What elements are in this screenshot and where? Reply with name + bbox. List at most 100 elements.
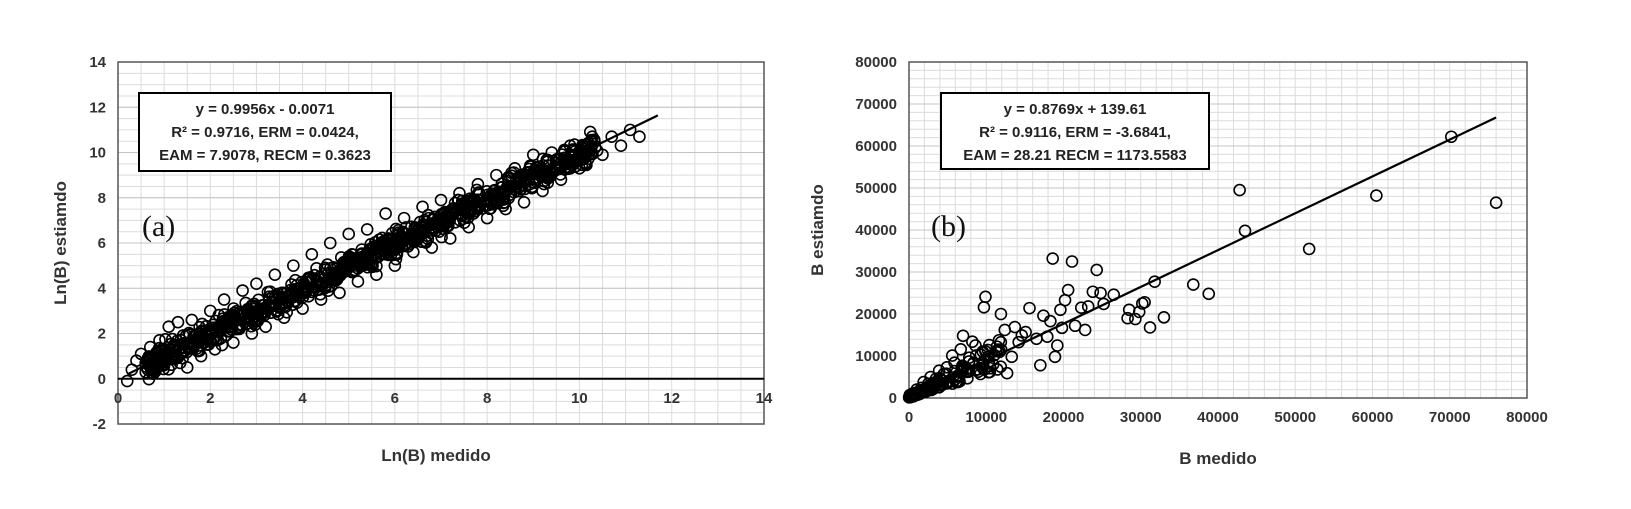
data-point xyxy=(1051,339,1064,352)
data-point xyxy=(1005,350,1019,364)
data-point xyxy=(1074,301,1088,315)
data-point xyxy=(171,315,185,329)
data-point-cloud xyxy=(992,333,1006,347)
data-point-cloud xyxy=(927,380,940,393)
data-point-cloud xyxy=(166,332,179,346)
data-point xyxy=(342,227,356,241)
data-point xyxy=(614,139,628,153)
x-tick-label: 0 xyxy=(905,409,913,426)
data-point xyxy=(305,248,319,261)
data-point-cloud xyxy=(553,157,566,171)
data-point xyxy=(969,339,982,352)
y-tick-label: 10 xyxy=(89,145,106,162)
y-tick-label: 14 xyxy=(89,54,106,71)
data-point xyxy=(1086,285,1100,299)
data-point-cloud xyxy=(536,152,550,166)
data-point xyxy=(287,259,300,272)
data-point-cloud xyxy=(218,308,231,321)
x-tick-label: 8 xyxy=(483,390,491,407)
data-point-cloud xyxy=(465,199,479,212)
y-tick-label: 80000 xyxy=(855,54,897,71)
data-point-cloud xyxy=(382,232,395,246)
chart-panel-b: 0 10000 20000 30000 40000 50000 60000 70000 8000… xyxy=(808,54,1548,468)
data-point xyxy=(1370,189,1383,202)
plot-frame-b xyxy=(908,61,1528,399)
plot-frame-a xyxy=(117,61,765,425)
chart-panel-a: 0 2 4 6 8 10 12 14 -2 0 2 4 6 8 10 12 14 Ln(B) medido L… xyxy=(51,54,773,465)
data-point xyxy=(217,293,231,306)
data-point-cloud xyxy=(514,174,528,188)
x-tick-label: 12 xyxy=(663,390,680,407)
equation-box-frame-a xyxy=(138,92,392,172)
y-tick-label: 6 xyxy=(98,235,106,252)
y-tick-label: -2 xyxy=(93,416,106,433)
y-tick-label: 8 xyxy=(98,190,106,207)
x-tick-label: 50000 xyxy=(1274,409,1316,426)
x-tick-label: 6 xyxy=(391,390,399,407)
equation-line-3-a: EAM = 7.9078, RECM = 0.3623 xyxy=(159,147,371,164)
data-point-cloud xyxy=(512,184,526,198)
data-point-cloud xyxy=(153,350,166,364)
data-point xyxy=(360,223,374,236)
x-tick-label: 30000 xyxy=(1120,409,1162,426)
data-point xyxy=(623,123,637,137)
equation-line-2-b: R² = 0.9116, ERM = -3.6841, xyxy=(979,124,1171,141)
data-point xyxy=(1034,358,1047,372)
panel-label-b: (b) xyxy=(931,210,966,243)
data-point-cloud xyxy=(147,367,160,380)
data-point xyxy=(517,195,531,209)
data-point xyxy=(956,329,970,343)
x-tick-label: 40000 xyxy=(1197,409,1239,426)
data-point xyxy=(1121,311,1134,325)
data-point-cloud xyxy=(584,141,597,154)
equation-box-a: y = 0.9956x - 0.0071 R² = 0.9716, ERM = … xyxy=(138,92,392,172)
y-axis-title-b: B estiamdo xyxy=(808,184,827,276)
data-point xyxy=(1048,350,1062,364)
equation-line-3-b: EAM = 28.21 RECM = 1173.5583 xyxy=(963,147,1186,164)
data-point-cloud xyxy=(909,388,923,401)
data-point-cloud xyxy=(585,133,598,147)
data-point xyxy=(1068,319,1082,333)
data-point-cloud xyxy=(979,344,992,358)
trendline-a xyxy=(126,114,659,376)
data-point-cloud xyxy=(537,174,551,188)
y-tick-label: 60000 xyxy=(855,138,897,155)
data-point-cloud xyxy=(183,328,197,341)
y-tick-label: 4 xyxy=(98,280,107,297)
data-point-cloud xyxy=(368,236,382,249)
data-point-cloud xyxy=(441,219,455,232)
data-point xyxy=(236,284,249,297)
data-point-cloud xyxy=(482,198,495,212)
y-tick-label: 12 xyxy=(89,99,106,116)
data-point-cloud xyxy=(951,375,965,389)
y-tick-label: 20000 xyxy=(855,306,897,323)
data-point xyxy=(434,193,448,207)
y-axis-title-a: Ln(B) estiamdo xyxy=(51,181,70,305)
x-tick-label: 0 xyxy=(114,390,122,407)
data-point-cloud xyxy=(495,177,509,191)
data-point xyxy=(954,342,968,356)
data-point xyxy=(605,130,619,143)
data-point-cloud xyxy=(321,258,334,271)
data-point-cloud xyxy=(541,153,554,167)
data-point xyxy=(633,130,646,143)
x-tick-labels-a: 0 2 4 6 8 10 12 14 xyxy=(114,390,773,407)
data-points-a xyxy=(120,123,646,388)
x-tick-label: 10 xyxy=(571,390,588,407)
x-tick-label: 2 xyxy=(206,390,214,407)
data-point xyxy=(1129,312,1142,326)
equation-line-2-a: R² = 0.9716, ERM = 0.0424, xyxy=(171,124,359,141)
data-point xyxy=(1186,278,1200,291)
data-point xyxy=(1037,309,1050,322)
data-point xyxy=(940,361,954,374)
data-point xyxy=(1065,255,1079,268)
data-point-cloud xyxy=(157,362,170,376)
data-point-cloud xyxy=(289,273,302,287)
data-point xyxy=(323,236,337,250)
data-points-b xyxy=(902,130,1503,404)
data-point-cloud xyxy=(567,157,581,170)
data-point xyxy=(1489,196,1503,209)
data-point xyxy=(1302,242,1316,256)
trendline-b xyxy=(908,116,1497,399)
